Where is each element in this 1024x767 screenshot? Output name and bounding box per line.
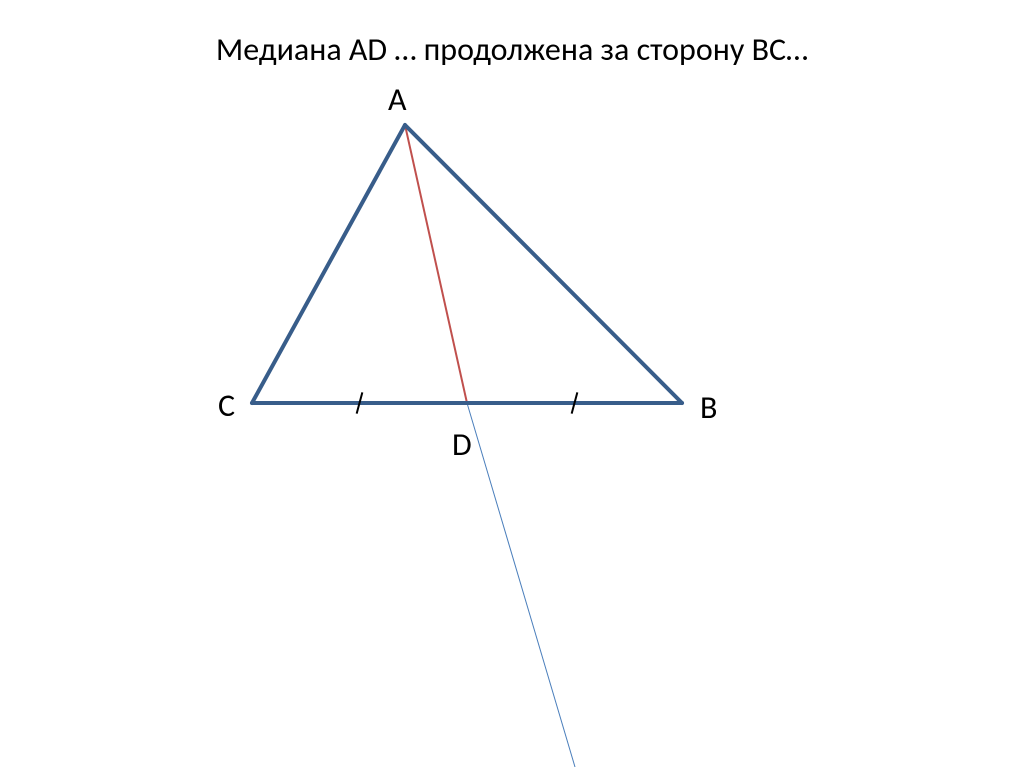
vertex-label-b: B [700,388,717,427]
geometry-diagram [0,0,1024,767]
vertex-label-d: D [452,425,472,464]
vertex-label-c: C [218,386,235,425]
vertex-label-a: A [388,80,407,119]
